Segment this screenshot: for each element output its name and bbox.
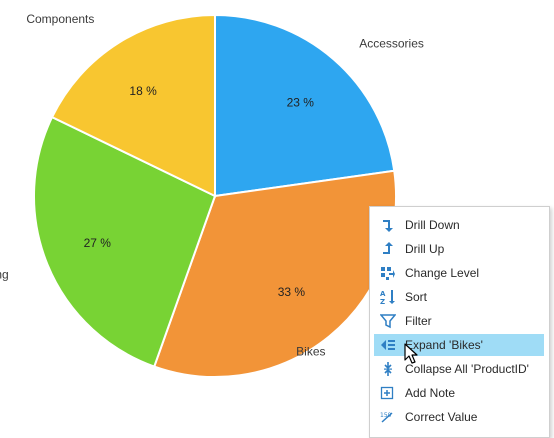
add-note-icon bbox=[380, 385, 396, 401]
slice-category-label: Bikes bbox=[296, 345, 325, 359]
menu-item-label: Expand 'Bikes' bbox=[405, 338, 483, 352]
menu-item-drill-down[interactable]: Drill Down bbox=[374, 214, 544, 236]
slice-category-label: Components bbox=[26, 12, 94, 26]
svg-text:A: A bbox=[380, 290, 386, 298]
menu-item-label: Filter bbox=[405, 314, 432, 328]
filter-icon bbox=[380, 313, 396, 329]
drill-up-icon bbox=[380, 241, 396, 257]
menu-item-label: Sort bbox=[405, 290, 428, 304]
slice-percent-label: 18 % bbox=[129, 84, 157, 98]
context-menu[interactable]: Drill Down Drill Up Change Level A Z bbox=[369, 206, 550, 438]
menu-item-label: Drill Down bbox=[405, 218, 460, 232]
svg-text:Z: Z bbox=[380, 298, 385, 305]
menu-item-expand-bikes[interactable]: Expand 'Bikes' bbox=[374, 334, 544, 356]
menu-item-sort[interactable]: A Z Sort bbox=[374, 286, 544, 308]
menu-item-change-level[interactable]: Change Level bbox=[374, 262, 544, 284]
menu-item-collapse-all[interactable]: Collapse All 'ProductID' bbox=[374, 358, 544, 380]
menu-item-label: Add Note bbox=[405, 386, 456, 400]
correct-value-icon: 150 bbox=[380, 409, 396, 425]
menu-item-label: Drill Up bbox=[405, 242, 445, 256]
svg-text:150: 150 bbox=[380, 412, 392, 419]
slice-category-label: Accessories bbox=[359, 36, 424, 50]
pie-slice-clothing[interactable] bbox=[33, 115, 217, 368]
menu-item-drill-up[interactable]: Drill Up bbox=[374, 238, 544, 260]
menu-item-label: Correct Value bbox=[405, 410, 478, 424]
menu-item-filter[interactable]: Filter bbox=[374, 310, 544, 332]
menu-item-label: Collapse All 'ProductID' bbox=[405, 362, 529, 376]
collapse-all-icon bbox=[380, 361, 396, 377]
menu-item-add-note[interactable]: Add Note bbox=[374, 382, 544, 404]
menu-item-label: Change Level bbox=[405, 266, 480, 280]
pie-chart[interactable]: 23 % Accessories 33 % Bikes 27 % Clothing 18 %… bbox=[0, 0, 554, 418]
drill-down-icon bbox=[380, 217, 396, 233]
menu-item-correct-value[interactable]: 150 Correct Value bbox=[374, 406, 544, 428]
pie-chart-svg[interactable]: 23 % Accessories 33 % Bikes 27 % Clothing 18 %… bbox=[0, 0, 554, 418]
expand-icon bbox=[380, 337, 396, 353]
sort-az-icon: A Z bbox=[380, 289, 396, 305]
slice-percent-label: 27 % bbox=[84, 236, 112, 250]
slice-percent-label: 23 % bbox=[287, 95, 315, 109]
mouse-cursor-icon bbox=[404, 343, 418, 365]
pie-slice-accessories[interactable] bbox=[214, 13, 396, 198]
change-level-icon bbox=[380, 265, 396, 281]
slice-percent-label: 33 % bbox=[278, 285, 306, 299]
slice-category-label: Clothing bbox=[0, 268, 9, 282]
pie-slice-components[interactable] bbox=[50, 13, 216, 198]
